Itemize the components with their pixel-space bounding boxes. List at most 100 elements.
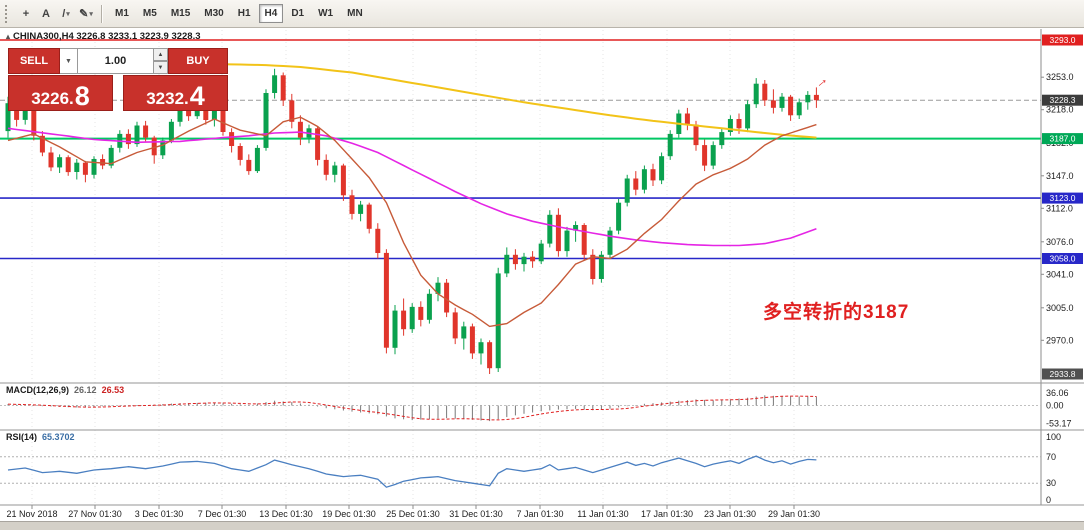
one-click-trade-panel: SELL ▼ ▲ ▼ BUY 3226.8 3232.4 — [8, 48, 228, 111]
chart-text-annotation[interactable]: 多空转折的3187 — [763, 302, 910, 323]
svg-text:0: 0 — [1046, 495, 1051, 505]
candle — [590, 254, 596, 279]
volume-stepper: ▲ ▼ — [154, 48, 168, 74]
timeframe-h4[interactable]: H4 — [258, 4, 284, 23]
bid-price-main: 3226. — [31, 89, 74, 108]
macd-name: MACD(12,26,9) — [6, 385, 70, 395]
candle — [659, 156, 665, 181]
candle — [229, 132, 235, 146]
candle — [555, 214, 561, 252]
volume-decrease-button[interactable]: ▼ — [154, 61, 168, 74]
macd-value: 26.12 — [74, 385, 97, 395]
timeframe-w1[interactable]: W1 — [312, 4, 339, 23]
candle — [487, 342, 493, 369]
rsi-value: 65.3702 — [42, 432, 75, 442]
toolbar: + A / ▾ ✎ ▾ M1 M5 M15 M30 H1 H4 D1 W1 MN — [0, 0, 1084, 28]
rsi-panel[interactable]: 100 70 30 0 — [0, 432, 1061, 505]
arrow-object[interactable]: → — [810, 70, 831, 91]
macd-signal-line — [7, 395, 817, 421]
candle — [530, 256, 536, 262]
candle — [538, 243, 544, 262]
text-tool-button[interactable]: A — [36, 4, 56, 24]
volume-increase-button[interactable]: ▲ — [154, 48, 168, 61]
timeframe-mn[interactable]: MN — [341, 4, 369, 23]
buy-button[interactable]: BUY — [168, 48, 228, 74]
timeframe-m15[interactable]: M15 — [165, 4, 196, 23]
candle — [203, 102, 209, 120]
candle — [805, 94, 811, 103]
candle — [220, 109, 226, 132]
svg-text:23 Jan 01:30: 23 Jan 01:30 — [704, 509, 756, 519]
candle — [39, 135, 45, 153]
candle — [297, 121, 303, 138]
chevron-down-icon: ▾ — [66, 10, 70, 18]
candle — [5, 103, 11, 132]
candle — [426, 293, 432, 320]
candle — [100, 159, 106, 166]
bid-price-display: 3226. 8 — [8, 75, 113, 111]
toolbar-separator — [101, 4, 103, 23]
collapse-icon[interactable]: ▴ — [6, 32, 11, 41]
price-badge-3293 — [1042, 34, 1083, 46]
candle — [693, 124, 699, 146]
candle — [237, 146, 243, 160]
timeframe-m5[interactable]: M5 — [137, 4, 163, 23]
candle — [151, 137, 157, 156]
candle — [315, 128, 321, 160]
candle — [564, 230, 570, 252]
svg-text:3005.0: 3005.0 — [1046, 303, 1074, 313]
timeframe-d1[interactable]: D1 — [285, 4, 310, 23]
timeframe-m30[interactable]: M30 — [198, 4, 229, 23]
macd-panel[interactable]: 36.06 0.00 -53.17 — [0, 388, 1072, 429]
candle — [624, 178, 630, 203]
candle — [435, 282, 441, 294]
volume-input[interactable] — [78, 48, 154, 74]
candle — [478, 342, 484, 354]
lines-tool-button[interactable]: / ▾ — [56, 4, 76, 24]
candle — [280, 75, 286, 101]
time-axis[interactable]: 21 Nov 2018 27 Nov 01:30 3 Dec 01:30 7 Dec … — [6, 505, 820, 519]
candle — [168, 121, 174, 141]
svg-text:0.00: 0.00 — [1046, 401, 1064, 411]
candle — [22, 109, 28, 120]
candle — [349, 195, 355, 214]
svg-text:31 Dec 01:30: 31 Dec 01:30 — [449, 509, 503, 519]
candle — [581, 225, 587, 255]
candle — [134, 125, 140, 145]
candle — [504, 254, 510, 274]
svg-text:3293.0: 3293.0 — [1050, 35, 1076, 45]
candle — [469, 326, 475, 354]
toolbar-grip[interactable] — [5, 4, 11, 23]
svg-text:27 Nov 01:30: 27 Nov 01:30 — [68, 509, 122, 519]
candle — [160, 140, 166, 156]
svg-text:13 Dec 01:30: 13 Dec 01:30 — [259, 509, 313, 519]
svg-text:7 Jan 01:30: 7 Jan 01:30 — [516, 509, 563, 519]
candle — [358, 204, 364, 214]
candle — [418, 306, 424, 320]
volume-dropdown-button[interactable]: ▼ — [60, 48, 78, 74]
svg-text:3218.0: 3218.0 — [1046, 105, 1074, 115]
svg-text:2970.0: 2970.0 — [1046, 335, 1074, 345]
svg-text:3123.0: 3123.0 — [1050, 193, 1076, 203]
candle — [641, 169, 647, 190]
crosshair-tool-button[interactable]: + — [16, 4, 36, 24]
candle — [633, 178, 639, 190]
candle — [57, 157, 63, 168]
ask-price-big-digit: 4 — [189, 80, 205, 111]
timeframe-m1[interactable]: M1 — [109, 4, 135, 23]
svg-text:3058.0: 3058.0 — [1050, 254, 1076, 264]
svg-text:11 Jan 01:30: 11 Jan 01:30 — [577, 509, 628, 519]
candle — [366, 204, 372, 229]
timeframe-h1[interactable]: H1 — [232, 4, 257, 23]
sell-button[interactable]: SELL — [8, 48, 60, 74]
candle — [263, 93, 269, 148]
draw-tool-button[interactable]: ✎ ▾ — [76, 4, 96, 24]
trendline-icon: / — [62, 7, 66, 20]
candle — [91, 159, 97, 175]
candle — [495, 273, 501, 369]
price-axis[interactable]: 3253.03218.03182.03147.03112.03076.03041… — [1040, 29, 1083, 505]
caret-down-icon: ▼ — [65, 57, 72, 65]
candle — [383, 252, 389, 348]
svg-text:36.06: 36.06 — [1046, 388, 1069, 398]
